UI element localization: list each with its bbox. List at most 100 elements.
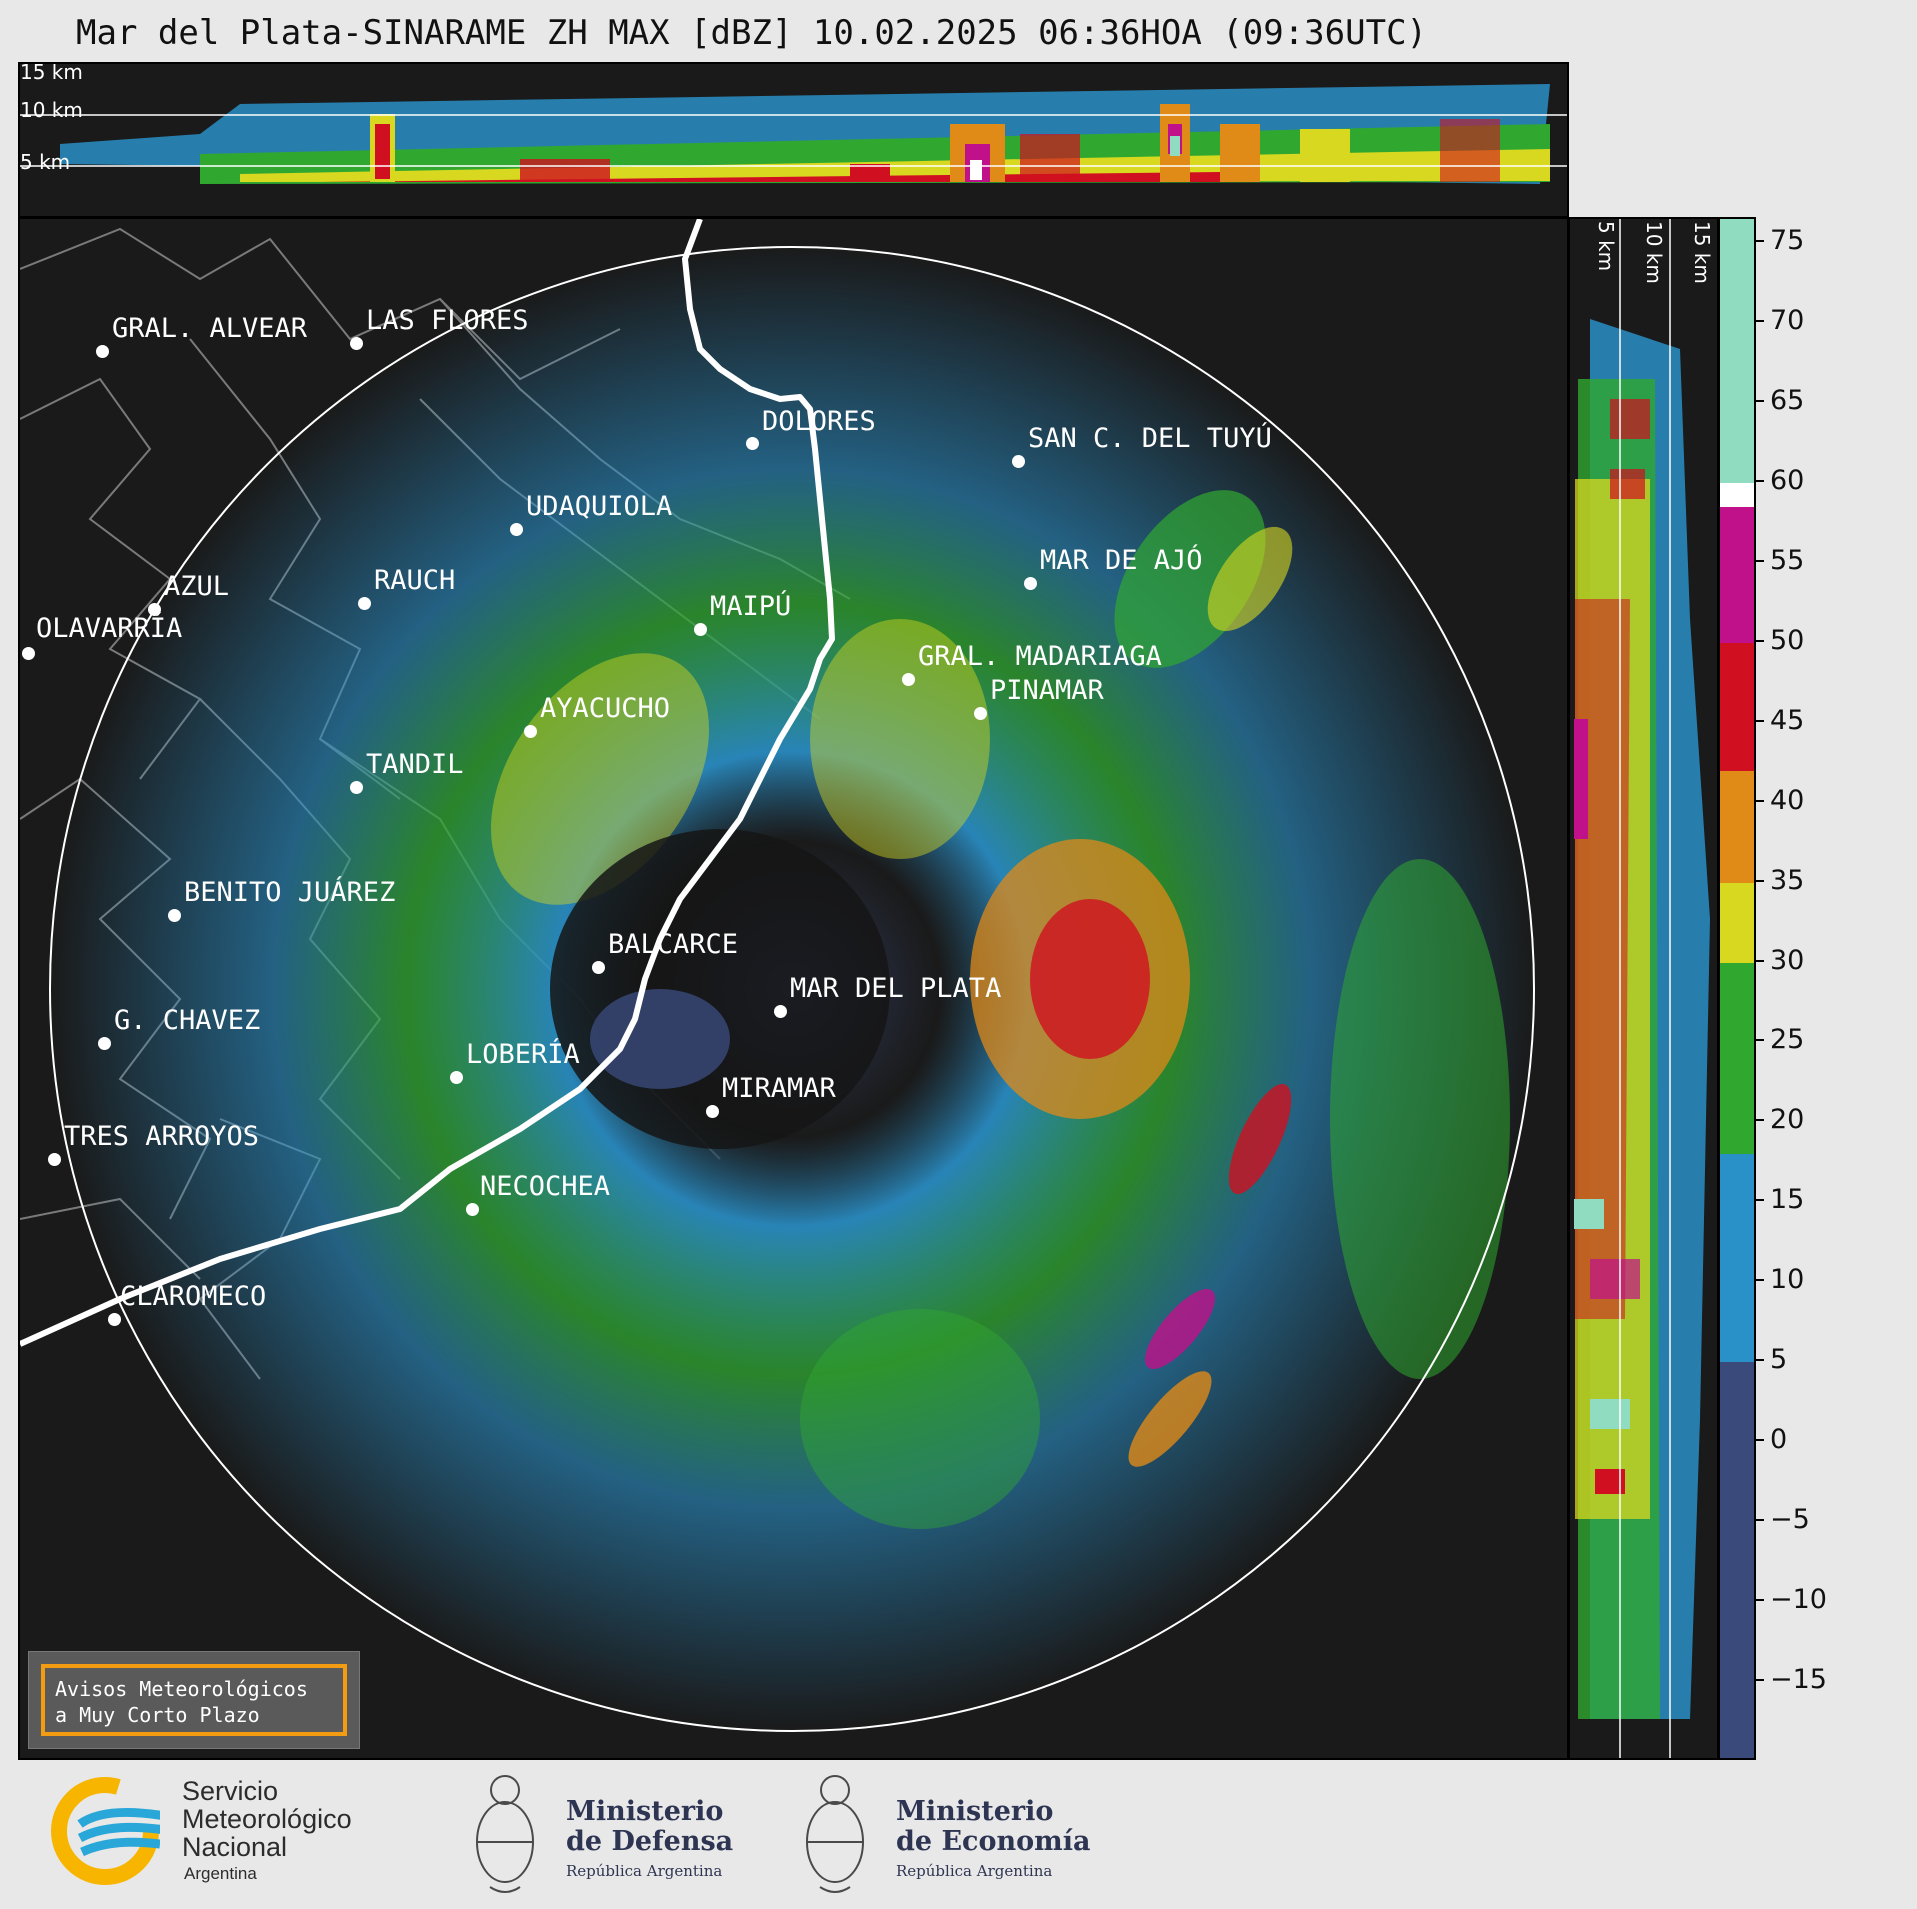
colorbar-tick-label: 20	[1770, 1104, 1805, 1136]
colorbar-tick-mark	[1756, 1519, 1764, 1522]
radar-map-panel: GRAL. ALVEAR LAS FLORES DOLORES SAN C. D…	[18, 217, 1569, 1760]
city-dot-olavarria	[22, 647, 35, 660]
city-label-tandil: TANDIL	[366, 749, 464, 780]
national-coat-of-arms-icon	[476, 1775, 534, 1893]
city-label-claromeco: CLAROMECO	[120, 1281, 267, 1312]
smn-emblem-icon	[51, 1777, 160, 1885]
city-dot-g-chavez	[98, 1037, 111, 1050]
colorbar-tick-mark	[1756, 559, 1764, 562]
city-dot-tres-arroyos	[48, 1153, 61, 1166]
city-label-mar-del-plata: MAR DEL PLATA	[790, 973, 1002, 1004]
top-cross-section-plot	[20, 84, 1567, 184]
city-dot-balcarce	[592, 961, 605, 974]
city-label-balcarce: BALCARCE	[608, 929, 739, 960]
city-dot-azul	[148, 603, 161, 616]
colorbar-tick-label: 40	[1770, 784, 1805, 816]
city-label-rauch: RAUCH	[374, 565, 456, 596]
smn-line4: Argentina	[184, 1864, 257, 1883]
colorbar-tick-mark	[1756, 319, 1764, 322]
colorbar-tick-label: −5	[1770, 1504, 1810, 1536]
national-coat-of-arms-icon	[806, 1775, 864, 1893]
city-label-tres-arroyos: TRES ARROYOS	[64, 1121, 260, 1152]
colorbar-tick-mark	[1756, 1679, 1764, 1682]
colorbar-tick-label: 70	[1770, 304, 1805, 336]
right-cross-section-panel: 5 km 10 km 15 km	[1568, 217, 1719, 1760]
economia-line2: de Economía	[896, 1826, 1091, 1857]
colorbar-tick-mark	[1756, 799, 1764, 802]
city-label-san-clemente: SAN C. DEL TUYÚ	[1028, 423, 1272, 454]
colorbar-tick-label: −10	[1770, 1584, 1827, 1616]
city-dot-gral-madariaga	[902, 673, 915, 686]
colorbar-tick-label: 0	[1770, 1424, 1788, 1456]
smn-line2: Meteorológico	[182, 1804, 352, 1834]
colorbar-tick-mark	[1756, 239, 1764, 242]
defensa-line2: de Defensa	[566, 1826, 734, 1857]
economia-line1: Ministerio	[896, 1796, 1054, 1827]
colorbar-segment-7	[1720, 1154, 1754, 1363]
economia-logo[interactable]: Ministerio de Economía República Argenti…	[800, 1762, 1100, 1902]
colorbar-tick-mark	[1756, 1119, 1764, 1122]
colorbar-tick-label: −15	[1770, 1664, 1827, 1696]
city-dot-tandil	[350, 781, 363, 794]
colorbar-tick-mark	[1756, 1039, 1764, 1042]
city-dot-san-clemente	[1012, 455, 1025, 468]
colorbar-tick-mark	[1756, 1199, 1764, 1202]
smn-logo[interactable]: Servicio Meteorológico Nacional Argentin…	[50, 1776, 410, 1886]
city-dot-miramar	[706, 1105, 719, 1118]
city-dot-mar-del-plata	[774, 1005, 787, 1018]
colorbar-tick-label: 25	[1770, 1024, 1805, 1056]
colorbar-segment-0	[1720, 219, 1754, 483]
defensa-sub: República Argentina	[566, 1862, 723, 1880]
defensa-line1: Ministerio	[566, 1796, 724, 1827]
city-label-maipu: MAIPÚ	[710, 591, 792, 622]
city-dot-las-flores	[350, 337, 363, 350]
colorbar-segment-6	[1720, 962, 1754, 1155]
range-ring	[49, 246, 1535, 1732]
city-dot-gral-alvear	[96, 345, 109, 358]
city-dot-maipu	[694, 623, 707, 636]
right-height-15km: 15 km	[1690, 221, 1714, 284]
colorbar-tick-mark	[1756, 1439, 1764, 1442]
coastline	[20, 219, 835, 1347]
city-label-gral-madariaga: GRAL. MADARIAGA	[918, 641, 1162, 672]
top-height-15km: 15 km	[20, 62, 83, 84]
colorbar-tick-label: 5	[1770, 1344, 1788, 1376]
colorbar-tick-label: 35	[1770, 864, 1805, 896]
city-dot-dolores	[746, 437, 759, 450]
city-dot-ayacucho	[524, 725, 537, 738]
colorbar-segment-3	[1720, 642, 1754, 771]
smn-line1: Servicio	[182, 1776, 279, 1806]
city-label-necochea: NECOCHEA	[480, 1171, 611, 1202]
right-height-5km: 5 km	[1594, 221, 1618, 272]
city-dot-udaquiola	[510, 523, 523, 536]
colorbar-tick-label: 50	[1770, 624, 1805, 656]
top-height-5km: 5 km	[20, 150, 71, 174]
colorbar-segment-2	[1720, 506, 1754, 643]
colorbar-segment-1	[1720, 482, 1754, 507]
city-label-udaquiola: UDAQUIOLA	[526, 491, 673, 522]
colorbar-tick-label: 65	[1770, 384, 1805, 416]
colorbar-tick-mark	[1756, 1279, 1764, 1282]
city-label-las-flores: LAS FLORES	[366, 305, 529, 336]
city-label-loberia: LOBERÍA	[466, 1039, 580, 1070]
city-dot-pinamar	[974, 707, 987, 720]
city-dot-claromeco	[108, 1313, 121, 1326]
city-dot-rauch	[358, 597, 371, 610]
top-cross-section-panel: 15 km 10 km 5 km	[18, 62, 1569, 218]
right-height-10km: 10 km	[1642, 221, 1666, 284]
warning-box-link[interactable]: Avisos Meteorológicos a Muy Corto Plazo	[41, 1664, 347, 1736]
colorbar-tick-label: 30	[1770, 944, 1805, 976]
defensa-logo[interactable]: Ministerio de Defensa República Argentin…	[470, 1762, 740, 1902]
city-dot-necochea	[466, 1203, 479, 1216]
right-cross-section-plot	[1574, 219, 1710, 1758]
colorbar-tick-label: 45	[1770, 704, 1805, 736]
city-dot-benito-juarez	[168, 909, 181, 922]
colorbar-tick-mark	[1756, 879, 1764, 882]
smn-line3: Nacional	[182, 1832, 288, 1862]
top-height-10km: 10 km	[20, 98, 83, 122]
warning-box[interactable]: Avisos Meteorológicos a Muy Corto Plazo	[28, 1651, 360, 1749]
city-dot-loberia	[450, 1071, 463, 1084]
colorbar-tick-mark	[1756, 399, 1764, 402]
colorbar-segment-5	[1720, 882, 1754, 963]
city-label-ayacucho: AYACUCHO	[540, 693, 671, 724]
